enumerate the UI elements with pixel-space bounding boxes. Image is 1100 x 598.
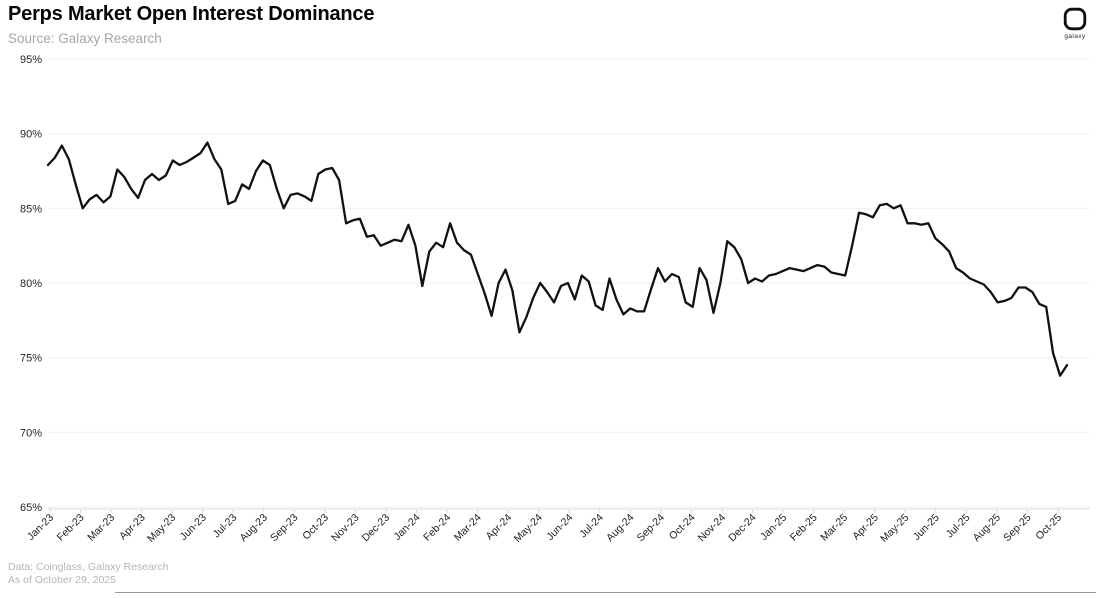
x-axis-label: Feb-25 bbox=[788, 512, 820, 544]
x-axis-label: Dec-23 bbox=[360, 512, 393, 545]
x-axis-label: Oct-25 bbox=[1033, 512, 1064, 543]
x-axis-label: Jan-23 bbox=[25, 512, 56, 543]
x-axis-label: Jan-25 bbox=[758, 512, 789, 543]
x-axis-label: Nov-24 bbox=[696, 512, 729, 545]
x-axis-label: Oct-24 bbox=[667, 512, 698, 543]
x-axis-label: Jun-24 bbox=[544, 512, 575, 543]
x-axis-label: Feb-24 bbox=[421, 512, 453, 544]
x-axis-label: Jun-23 bbox=[178, 512, 209, 543]
x-axis-label: Jan-24 bbox=[391, 512, 422, 543]
x-axis-label: Sep-24 bbox=[635, 512, 668, 545]
x-axis-label: Sep-25 bbox=[1001, 512, 1034, 545]
x-axis-label: Mar-24 bbox=[452, 512, 484, 544]
bottom-divider bbox=[115, 592, 1096, 593]
x-axis-label: Jul-23 bbox=[211, 512, 240, 541]
x-axis-label: Apr-25 bbox=[850, 512, 881, 543]
galaxy-logo-label: galaxy bbox=[1064, 33, 1086, 40]
x-axis-label: Dec-24 bbox=[726, 512, 759, 545]
y-axis-label: 85% bbox=[20, 203, 42, 215]
x-axis-label: Jul-25 bbox=[944, 512, 973, 541]
x-axis-label: Aug-25 bbox=[971, 512, 1004, 545]
y-axis-label: 70% bbox=[20, 427, 42, 439]
as-of-date: As of October 29, 2025 bbox=[8, 574, 116, 586]
chart-footer: Data: Coinglass, Galaxy Research As of O… bbox=[8, 561, 169, 587]
x-axis-label: Oct-23 bbox=[300, 512, 331, 543]
x-axis-label: May-23 bbox=[145, 512, 178, 545]
galaxy-logo: galaxy bbox=[1058, 6, 1092, 40]
page-title: Perps Market Open Interest Dominance bbox=[8, 3, 375, 25]
x-axis-label: Feb-23 bbox=[55, 512, 87, 544]
y-axis-label: 90% bbox=[20, 129, 42, 141]
galaxy-squircle-icon bbox=[1063, 7, 1087, 31]
source-caption: Source: Galaxy Research bbox=[8, 31, 162, 46]
y-axis-label: 75% bbox=[20, 353, 42, 365]
x-axis-label: Jul-24 bbox=[577, 512, 606, 541]
x-axis-label: Nov-23 bbox=[329, 512, 362, 545]
x-axis-label: Mar-23 bbox=[85, 512, 117, 544]
x-axis-label: Aug-24 bbox=[604, 512, 637, 545]
y-axis-label: 65% bbox=[20, 502, 42, 514]
x-axis-label: Mar-25 bbox=[818, 512, 850, 544]
y-axis-label: 80% bbox=[20, 278, 42, 290]
x-axis-label: Apr-23 bbox=[117, 512, 148, 543]
x-axis-label: May-24 bbox=[512, 512, 545, 545]
x-axis-label: Aug-23 bbox=[238, 512, 271, 545]
x-axis-label: May-25 bbox=[878, 512, 911, 545]
data-note: Data: Coinglass, Galaxy Research bbox=[8, 561, 169, 573]
dominance-line-series bbox=[46, 141, 1069, 377]
x-axis-label: Jun-25 bbox=[911, 512, 942, 543]
x-axis-label: Sep-23 bbox=[268, 512, 301, 545]
y-axis-label: 95% bbox=[20, 54, 42, 66]
x-axis-label: Apr-24 bbox=[484, 512, 515, 543]
